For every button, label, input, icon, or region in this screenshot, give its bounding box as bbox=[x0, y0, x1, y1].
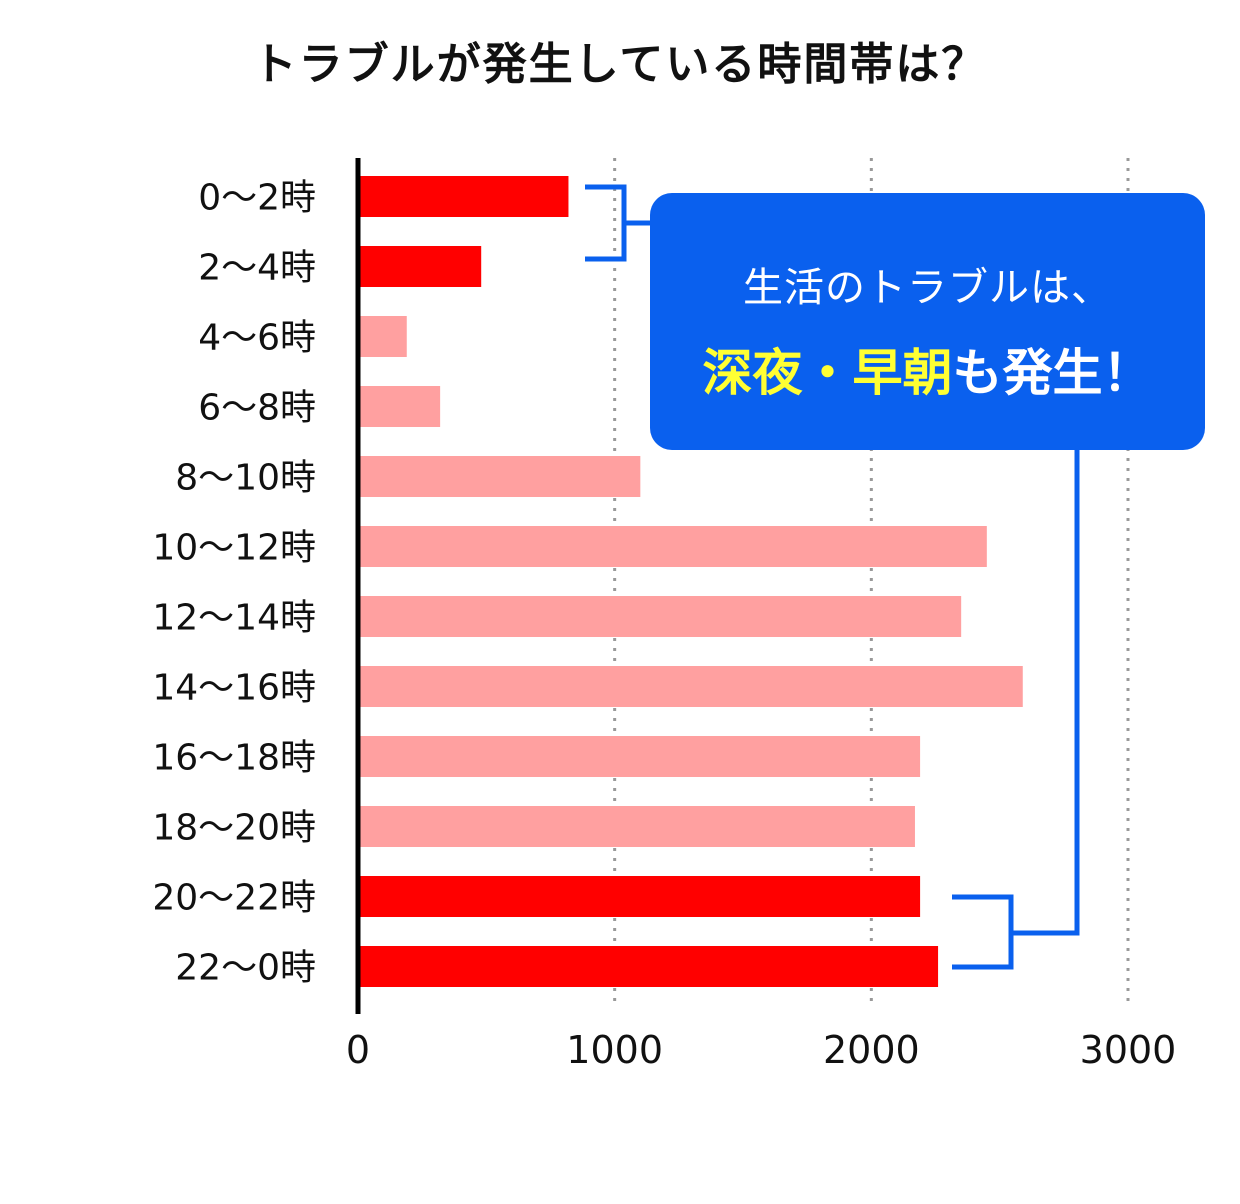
bar bbox=[358, 596, 962, 637]
category-label: 12〜14時 bbox=[152, 598, 316, 639]
callout-brackets bbox=[585, 184, 1080, 970]
x-tick-label: 0 bbox=[346, 1028, 370, 1072]
bar bbox=[358, 736, 921, 777]
category-label: 20〜22時 bbox=[152, 878, 316, 919]
bar bbox=[358, 176, 569, 217]
x-tick-label: 2000 bbox=[823, 1028, 920, 1072]
callout-box: 生活のトラブルは、 深夜・早朝も発生！ bbox=[650, 193, 1205, 450]
category-label: 22〜0時 bbox=[175, 948, 316, 989]
bar bbox=[358, 316, 407, 357]
category-label: 10〜12時 bbox=[152, 528, 316, 569]
x-tick-label: 1000 bbox=[566, 1028, 663, 1072]
bracket-top bbox=[585, 184, 627, 262]
bar bbox=[358, 456, 641, 497]
callout-highlight: 深夜・早朝 bbox=[702, 344, 953, 402]
bars bbox=[358, 176, 1023, 987]
bar bbox=[358, 946, 939, 987]
x-tick-labels: 0 1000 2000 3000 bbox=[346, 1028, 1176, 1072]
category-label: 8〜10時 bbox=[175, 458, 316, 499]
bracket-bottom bbox=[952, 894, 1014, 970]
bar bbox=[358, 666, 1023, 707]
category-label: 16〜18時 bbox=[152, 738, 316, 779]
bar bbox=[358, 386, 441, 427]
category-label: 6〜8時 bbox=[198, 388, 316, 429]
category-label: 14〜16時 bbox=[152, 668, 316, 709]
category-label: 18〜20時 bbox=[152, 808, 316, 849]
bar bbox=[358, 246, 482, 287]
x-tick-label: 3000 bbox=[1080, 1028, 1177, 1072]
bar bbox=[358, 806, 915, 847]
callout-line2: 深夜・早朝も発生！ bbox=[650, 333, 1205, 405]
bracket-bottom-connector bbox=[1011, 448, 1080, 936]
category-label: 2〜4時 bbox=[198, 248, 316, 289]
category-label: 4〜6時 bbox=[198, 318, 316, 359]
bar bbox=[358, 526, 987, 567]
bar bbox=[358, 876, 921, 917]
callout-line1: 生活のトラブルは、 bbox=[743, 265, 1112, 311]
chart-title: トラブルが発生している時間帯は？ bbox=[252, 39, 988, 90]
category-labels: 0〜2時 2〜4時 4〜6時 6〜8時 8〜10時 10〜12時 12〜14時 14〜16時 1… bbox=[152, 178, 316, 989]
callout-rest: も発生！ bbox=[952, 344, 1153, 402]
category-label: 0〜2時 bbox=[198, 178, 316, 219]
